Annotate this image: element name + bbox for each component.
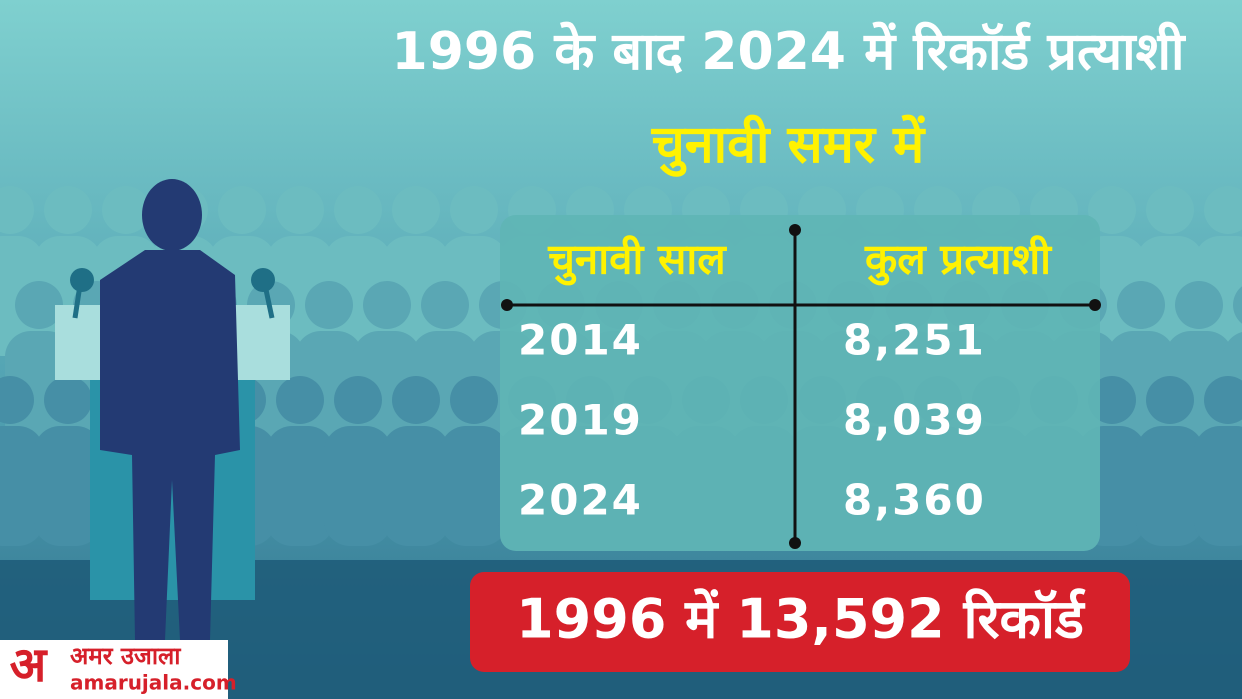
column-header: चुनावी साल xyxy=(547,235,727,286)
crowd-body xyxy=(382,426,450,546)
crowd-body xyxy=(1165,331,1233,451)
crowd-head xyxy=(1088,186,1136,234)
year-cell: 2014 xyxy=(518,316,643,365)
mic-head xyxy=(70,268,94,292)
logo: अ अमर उजाला amarujala.com xyxy=(0,637,237,699)
speaker-head xyxy=(142,179,202,251)
crowd-head xyxy=(1204,186,1242,234)
crowd-head xyxy=(363,281,411,329)
table-rows: 2014 8,251 2019 8,039 2024 8,360 xyxy=(518,316,986,525)
crowd-body xyxy=(1136,426,1204,546)
crowd-body xyxy=(324,236,392,356)
crowd-body xyxy=(353,331,421,451)
crowd-head xyxy=(1175,281,1223,329)
logo-name: अमर उजाला xyxy=(70,642,181,670)
crowd-head xyxy=(102,186,150,234)
crowd-body xyxy=(411,331,479,451)
crowd-body xyxy=(440,426,508,546)
table-panel xyxy=(500,215,1100,551)
crowd-head xyxy=(392,376,440,424)
crowd-head xyxy=(1117,281,1165,329)
crowd-body xyxy=(266,426,334,546)
crowd-head xyxy=(1146,376,1194,424)
year-cell: 2019 xyxy=(518,396,643,445)
crowd-head xyxy=(1233,286,1242,324)
speaker-illustration xyxy=(55,179,290,640)
crowd-body xyxy=(324,426,392,546)
crowd-head xyxy=(1146,186,1194,234)
crowd-head xyxy=(334,186,382,234)
record-banner xyxy=(470,572,1130,672)
title: 1996 के बाद 2024 में रिकॉर्ड प्रत्याशी xyxy=(392,21,1187,82)
crowd-head xyxy=(450,186,498,234)
logo-box xyxy=(0,640,228,699)
logo-url: amarujala.com xyxy=(70,671,237,695)
year-cell: 2024 xyxy=(518,476,643,525)
crowd-head xyxy=(44,186,92,234)
crowd-body xyxy=(295,331,363,451)
crowd-body xyxy=(0,426,44,546)
crowd-body xyxy=(1136,236,1204,356)
rule-dot xyxy=(1089,299,1101,311)
candidates-cell: 8,039 xyxy=(843,396,986,445)
candidates-cell: 8,251 xyxy=(843,316,986,365)
crowd-head xyxy=(334,376,382,424)
crowd-head xyxy=(392,186,440,234)
logo-mark: अ xyxy=(10,637,49,693)
subtitle: चुनावी समर में xyxy=(651,114,926,177)
crowd-body xyxy=(1107,331,1175,451)
crowd-head xyxy=(421,281,469,329)
crowd-body xyxy=(1194,426,1242,546)
rule-dot xyxy=(789,224,801,236)
mic-head xyxy=(251,268,275,292)
column-header: कुल प्रत्याशी xyxy=(864,235,1053,286)
crowd-head xyxy=(218,186,266,234)
crowd-head xyxy=(305,281,353,329)
crowd-head xyxy=(0,186,34,234)
crowd-body xyxy=(382,236,450,356)
rule-dot xyxy=(501,299,513,311)
crowd-head xyxy=(450,376,498,424)
crowd-body xyxy=(34,426,102,546)
crowd-head xyxy=(0,376,34,424)
crowd-head xyxy=(15,281,63,329)
crowd-head xyxy=(276,376,324,424)
crowd-head xyxy=(44,376,92,424)
crowd-head xyxy=(276,186,324,234)
crowd-head xyxy=(1204,376,1242,424)
speaker-body xyxy=(100,250,240,640)
rule-dot xyxy=(789,537,801,549)
candidates-cell: 8,360 xyxy=(843,476,986,525)
crowd-body xyxy=(440,236,508,356)
record-text: 1996 में 13,592 रिकॉर्ड xyxy=(516,588,1086,651)
